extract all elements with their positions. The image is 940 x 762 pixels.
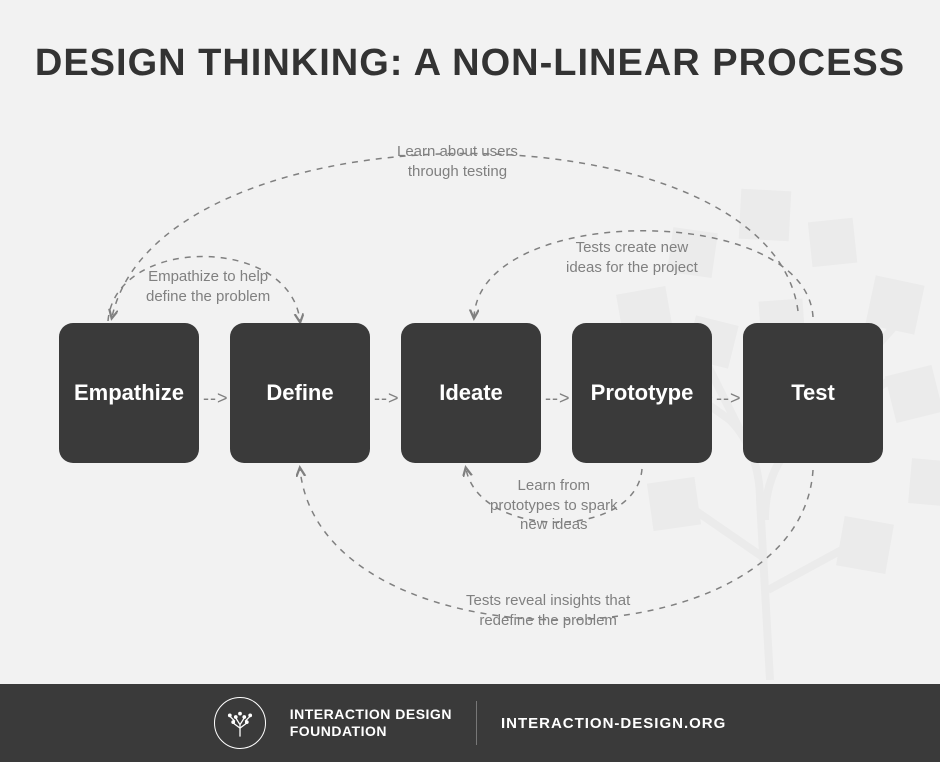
arc-label-tests-redefine: Tests reveal insights that redefine the … (466, 591, 630, 630)
node-test: Test (743, 323, 883, 463)
node-define: Define (230, 323, 370, 463)
diagram: EmpathizeDefineIdeatePrototypeTest --> --… (0, 120, 940, 680)
node-ideate: Ideate (401, 323, 541, 463)
arc-label-learn-users: Learn about users through testing (397, 142, 518, 181)
node-empathize: Empathize (59, 323, 199, 463)
node-prototype: Prototype (572, 323, 712, 463)
arc-label-empathize-define: Empathize to help define the problem (146, 267, 270, 306)
arc-label-tests-ideas: Tests create new ideas for the project (566, 238, 698, 277)
arc-label-learn-prototypes: Learn from prototypes to spark new ideas (490, 476, 618, 535)
footer-brand-line2: FOUNDATION (290, 723, 452, 740)
footer-brand-text: INTERACTION DESIGN FOUNDATION (290, 706, 452, 740)
footer-brand-line1: INTERACTION DESIGN (290, 706, 452, 723)
arrow-step-2: --> (374, 388, 400, 409)
footer-divider (476, 701, 477, 745)
idf-logo-icon (214, 697, 266, 749)
footer-url: INTERACTION-DESIGN.ORG (501, 715, 726, 732)
page-title: DESIGN THINKING: A NON-LINEAR PROCESS (0, 0, 940, 85)
arrow-step-1: --> (203, 388, 229, 409)
footer: INTERACTION DESIGN FOUNDATION INTERACTIO… (0, 684, 940, 762)
arrow-step-4: --> (716, 388, 742, 409)
arrow-step-3: --> (545, 388, 571, 409)
